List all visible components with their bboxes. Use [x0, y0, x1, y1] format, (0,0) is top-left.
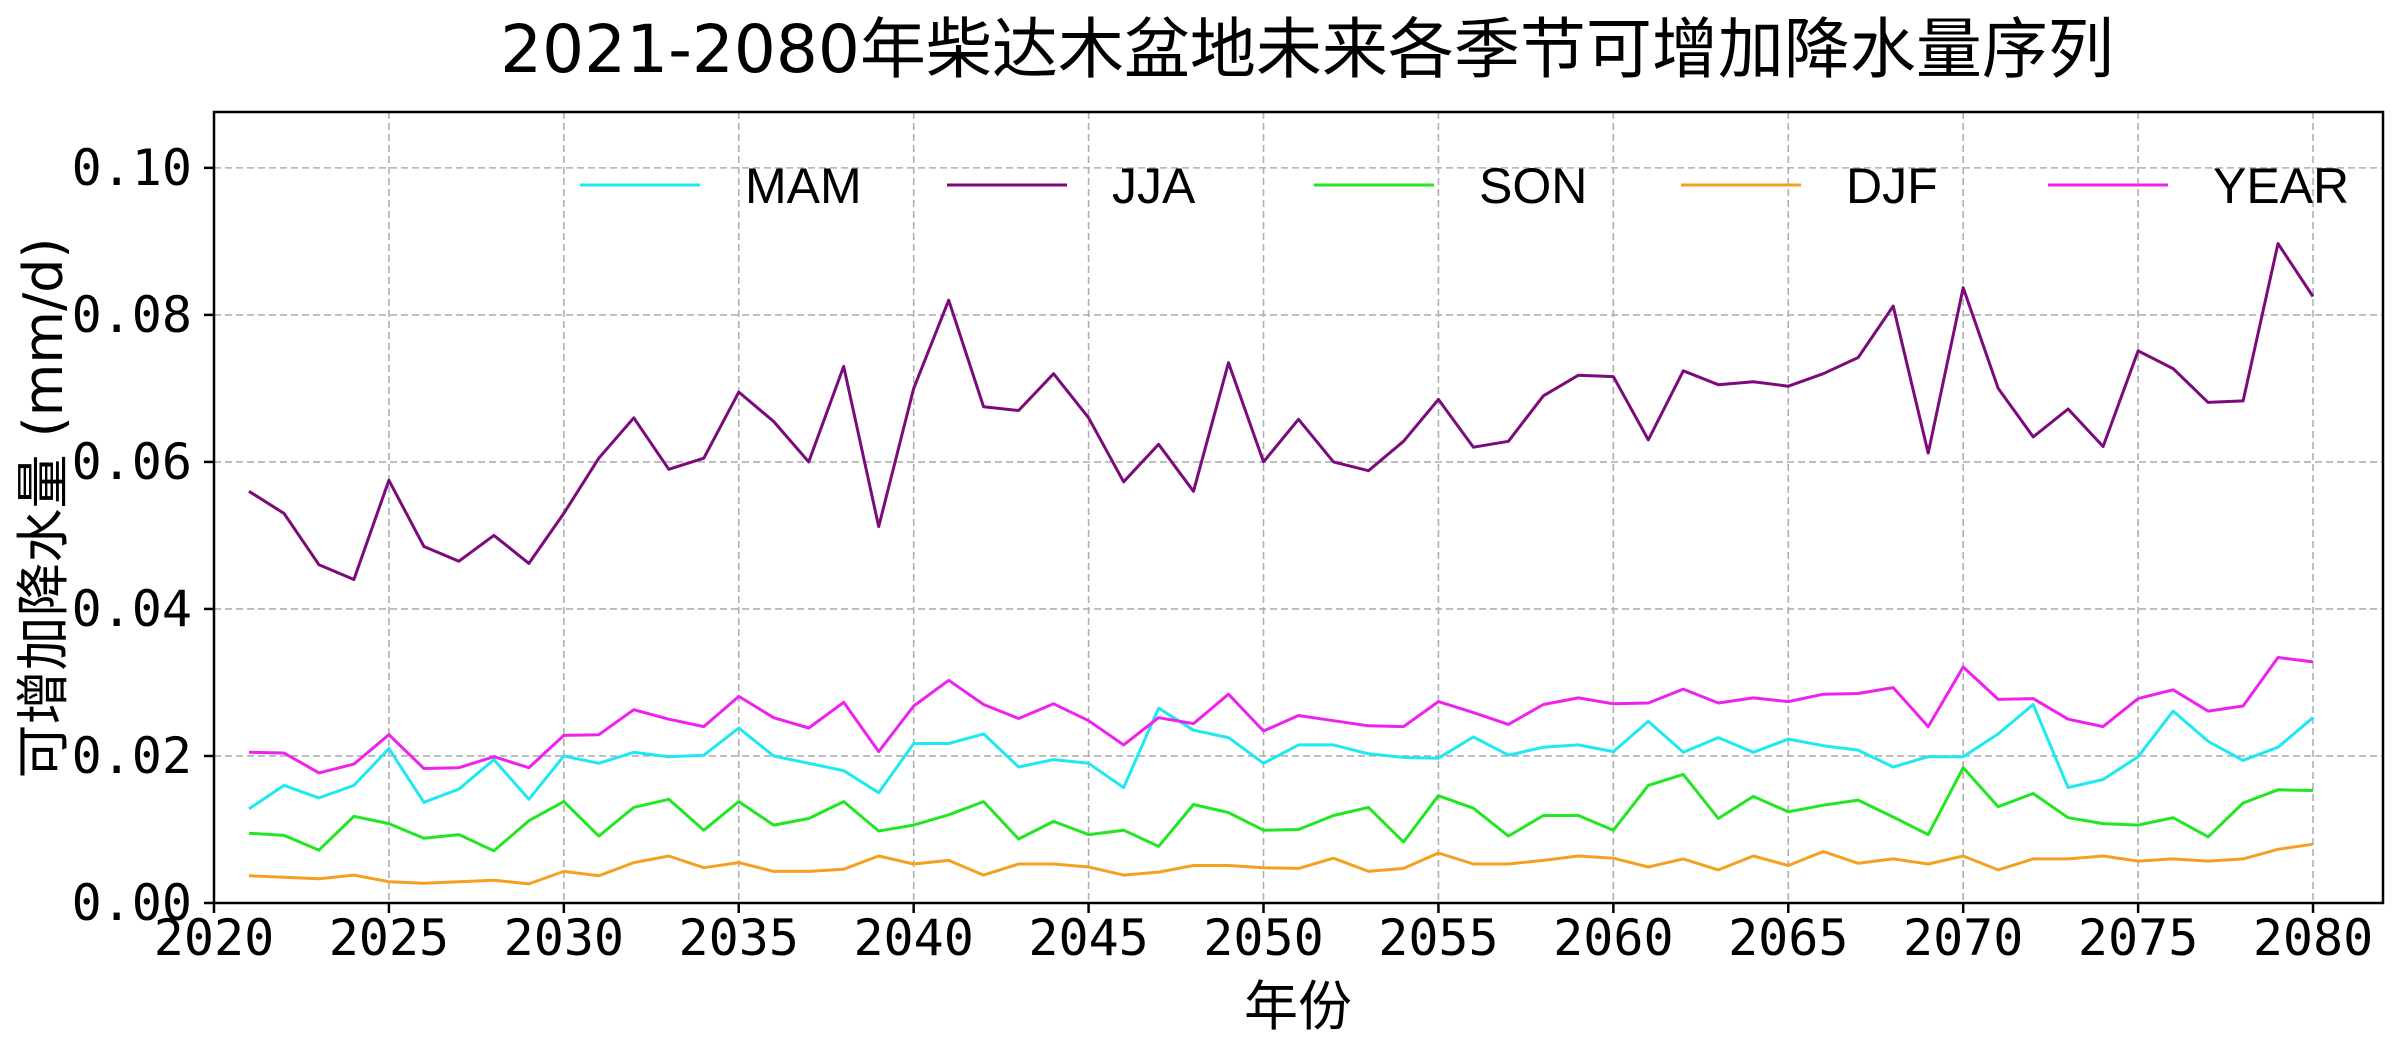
plot-frame [212, 110, 2385, 905]
legend-label: MAM [745, 158, 862, 214]
x-tick-label: 2065 [1728, 909, 1848, 967]
x-tick-label: 2020 [154, 909, 274, 967]
legend-item-jja: JJA [947, 158, 1196, 214]
legend-item-mam: MAM [580, 158, 862, 214]
legend-label: DJF [1846, 158, 1938, 214]
ticks: 2020 2025 2030 2035 2040 2045 2050 2055 2060 2065… [72, 139, 2374, 967]
y-tick-label: 0.04 [72, 580, 192, 638]
y-tick-label: 0.08 [72, 286, 192, 344]
x-axis-label: 年份 [1244, 975, 1352, 1038]
legend-label: YEAR [2213, 158, 2349, 214]
x-tick-label: 2045 [1028, 909, 1148, 967]
legend-item-djf: DJF [1681, 158, 1938, 214]
y-tick-label: 0.10 [72, 139, 192, 197]
series-line-son [248, 766, 2314, 853]
y-axis-label: 可增加降水量 (mm/d) [12, 238, 75, 779]
x-tick-label: 2075 [2078, 909, 2198, 967]
x-tick-label: 2040 [853, 909, 973, 967]
x-tick-label: 2050 [1203, 909, 1323, 967]
series-line-jja [248, 242, 2315, 581]
series-line-year [248, 656, 2314, 775]
x-tick-label: 2070 [1903, 909, 2023, 967]
x-tick-label: 2060 [1553, 909, 1673, 967]
series-line-djf [248, 842, 2314, 886]
y-tick-label: 0.06 [72, 433, 192, 491]
legend-item-year: YEAR [2048, 158, 2349, 214]
x-tick-label: 2055 [1378, 909, 1498, 967]
series-lines [248, 242, 2315, 886]
chart-title: 2021-2080年柴达木盆地未来各季节可增加降水量序列 [500, 11, 2114, 88]
x-tick-label: 2035 [679, 909, 799, 967]
y-tick-label: 0.00 [72, 874, 192, 932]
series-line-mam [248, 703, 2314, 811]
x-tick-label: 2030 [504, 909, 624, 967]
y-tick-label: 0.02 [72, 727, 192, 785]
legend-label: JJA [1112, 158, 1196, 214]
legend-label: SON [1479, 158, 1587, 214]
x-tick-label: 2025 [329, 909, 449, 967]
x-tick-label: 2080 [2253, 909, 2373, 967]
legend-item-son: SON [1314, 158, 1587, 214]
legend: MAM JJA SON DJF YEAR [580, 158, 2349, 214]
